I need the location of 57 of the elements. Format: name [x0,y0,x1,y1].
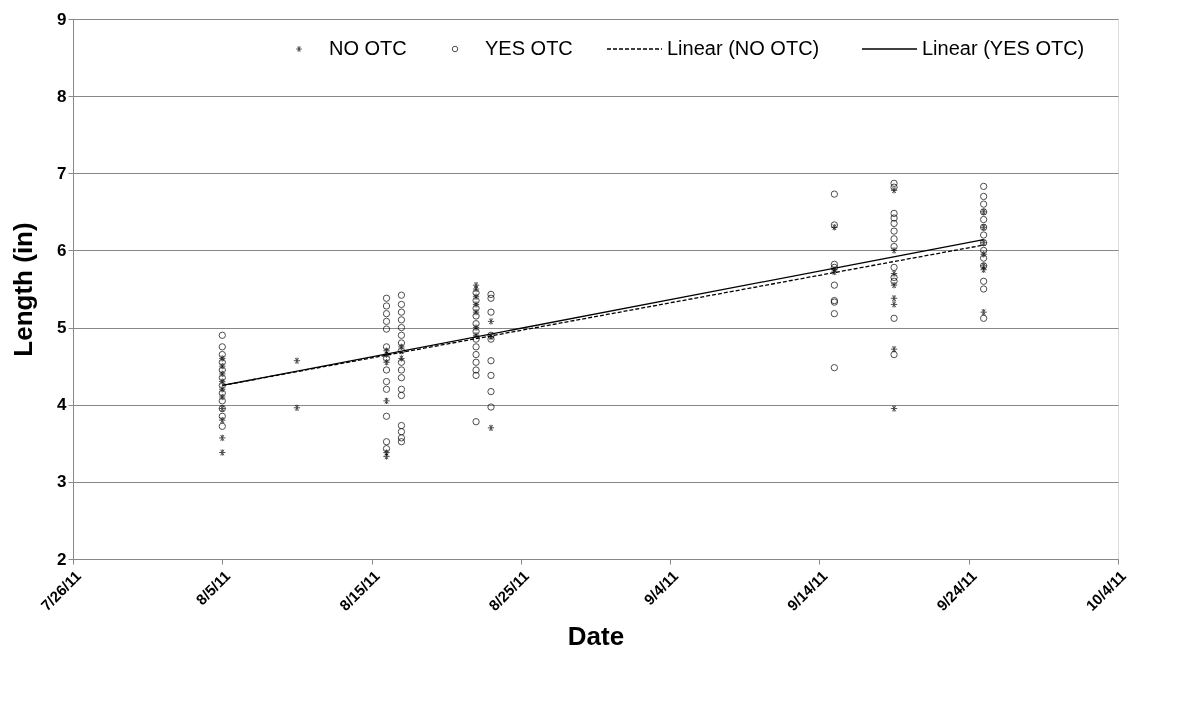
point [830,223,839,231]
point [218,416,226,424]
point [382,397,391,405]
point [472,331,480,339]
legend-label: Linear (NO OTC) [667,37,820,59]
point [890,269,898,278]
point [218,370,226,378]
point [472,281,480,289]
point [218,393,226,401]
point [218,434,226,442]
point [382,358,391,366]
point [472,323,480,332]
y-tick-label: 4 [57,395,68,415]
legend-label: YES OTC [485,37,573,59]
point [218,385,226,393]
point [890,404,898,413]
point [218,362,226,370]
y-tick-label: 8 [57,86,67,106]
y-tick-label: 3 [57,472,67,492]
y-tick-label: 9 [57,9,67,29]
point [979,208,988,216]
y-tick-label: 2 [57,549,67,569]
point [890,281,898,289]
point [472,308,480,316]
point [397,343,406,351]
point [487,317,495,326]
y-tick-label: 7 [57,163,67,183]
point [397,354,406,363]
legend-label: NO OTC [329,37,407,59]
point [890,300,898,309]
x-axis-title: Date [567,620,625,651]
point [979,266,988,274]
legend-label: Linear (YES OTC) [922,37,1085,59]
point [472,300,480,309]
y-tick-label: 6 [57,240,67,260]
point [293,404,301,412]
point [979,250,988,258]
point [979,223,988,231]
point [890,246,898,255]
point [382,452,391,461]
point [487,424,495,432]
y-tick-label: 5 [57,318,67,338]
point [472,293,480,301]
point [890,345,898,353]
point [890,294,898,302]
point [979,239,988,247]
point [218,404,226,413]
point [218,448,226,457]
point [487,333,495,341]
point [979,308,988,316]
point [293,357,301,365]
point [382,347,391,355]
point [472,285,480,293]
point [218,354,226,363]
point [890,186,898,194]
point [979,262,988,270]
y-axis-title: Length (in) [8,222,39,357]
